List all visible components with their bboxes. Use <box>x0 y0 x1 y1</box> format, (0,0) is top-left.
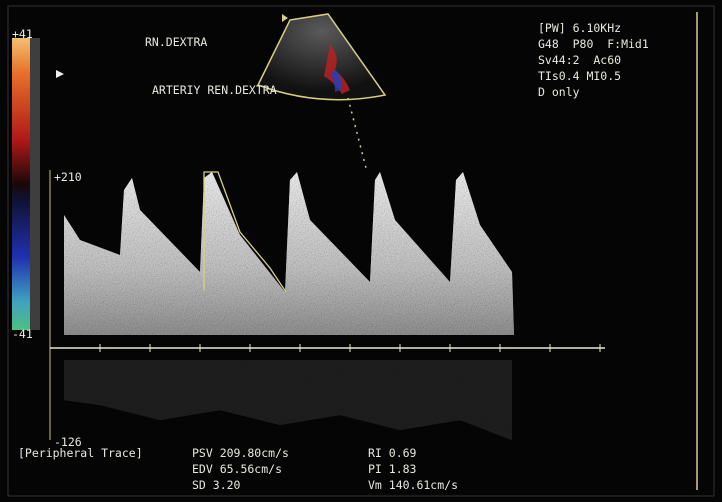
doppler-line <box>347 97 367 169</box>
setting: [PW] 6.10KHz <box>538 21 621 35</box>
setting: TIs0.4 MI0.5 <box>538 69 621 83</box>
measurement: RI 0.69 <box>368 446 417 460</box>
measurement: Vm 140.61cm/s <box>368 478 458 492</box>
setting: D only <box>538 85 580 99</box>
setting: Sv44:2 Ac60 <box>538 53 621 67</box>
color-flow <box>330 70 342 92</box>
scale-label: -41 <box>12 327 33 341</box>
measurement: PSV 209.80cm/s <box>192 446 289 460</box>
setting: G48 P80 F:Mid1 <box>538 37 649 51</box>
annotation: ARTERIY REN.DEXTRA <box>152 83 277 97</box>
measurement: [Peripheral Trace] <box>18 446 143 460</box>
gray-bar <box>30 38 40 330</box>
marker <box>56 70 64 78</box>
measurement: SD 3.20 <box>192 478 241 492</box>
trace <box>203 171 287 293</box>
sector-image <box>256 13 387 101</box>
marker <box>282 14 288 22</box>
scale-label: +210 <box>54 170 82 184</box>
doppler-spectrum <box>64 172 514 335</box>
frame <box>7 5 715 497</box>
baseline-ticks <box>99 344 601 352</box>
scale-label: +41 <box>12 27 33 41</box>
measurement: PI 1.83 <box>368 462 417 476</box>
color-bar <box>12 38 30 330</box>
scale-label: -126 <box>54 435 82 449</box>
spectrum-mirror <box>64 360 512 440</box>
measurement: EDV 65.56cm/s <box>192 462 282 476</box>
annotation: RN.DEXTRA <box>145 35 207 49</box>
color-flow <box>324 45 350 94</box>
